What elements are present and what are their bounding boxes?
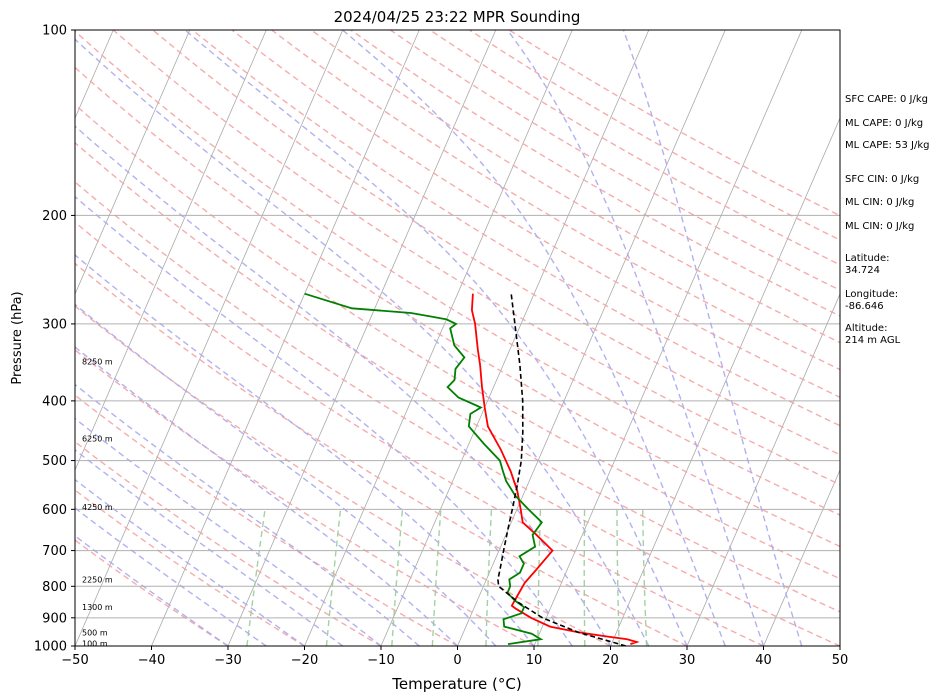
height-label: 500 m [82,628,108,637]
chart-title: 2024/04/25 23:22 MPR Sounding [334,8,581,26]
dry-adiabat-line [152,30,840,456]
temperature-profile-line [470,293,640,645]
y-tick-label: 500 [42,454,67,469]
moist-adiabat-line [75,478,305,646]
isotherm-line [610,117,840,646]
annotation-text: -86.646 [845,301,884,312]
isotherm-line [75,30,344,646]
moist-adiabat-line [75,303,497,646]
annotation-text: 34.724 [845,265,880,276]
x-tick-label: 30 [679,653,696,668]
y-tick-label: 200 [42,209,67,224]
y-tick-label: 600 [42,503,67,518]
y-tick-label: 300 [42,317,67,332]
dry-adiabat-line [75,489,305,646]
x-tick-label: 40 [755,653,772,668]
x-tick-label: −20 [291,653,318,668]
moist-adiabat-line [75,383,420,646]
dry-adiabat-line [310,30,840,344]
dry-adiabat-line [75,440,382,646]
isotherm-line [533,30,803,646]
moist-adiabat-line [75,254,535,646]
annotation-text: 214 m AGL [845,335,901,346]
moist-adiabat-line [75,417,382,646]
x-tick-label: −10 [367,653,394,668]
x-tick-label: −40 [138,653,165,668]
x-tick-label: 20 [602,653,619,668]
x-tick-label: 10 [526,653,543,668]
height-labels: 8250 m 6250 m 4250 m 2250 m 1300 m 500 m 100 m [82,357,113,648]
annotation-text: ML CIN: 0 J/kg [845,221,914,232]
isotherm-line [380,30,650,646]
isotherm-line [151,30,420,646]
annotation-text: ML CIN: 0 J/kg [845,197,914,208]
y-tick-label: 100 [42,24,67,39]
isotherm-line [75,30,191,296]
isotherm-line [686,293,840,646]
isotherm-line [75,30,267,472]
isotherm-line [763,469,840,646]
height-label: 4250 m [82,503,113,512]
moist-adiabat-line [75,38,650,646]
x-tick-label: 50 [832,653,849,668]
annotation-text: SFC CIN: 0 J/kg [845,174,919,185]
series-group [304,292,640,646]
annotation-text: ML CAPE: 0 J/kg [845,118,923,129]
height-label: 1300 m [82,603,113,612]
moist-adiabat-line [506,30,765,646]
x-axis-ticks: −50 −40 −30 −20 −10 0 10 20 30 40 50 [61,646,848,668]
dry-adiabat-line [75,103,840,580]
height-label: 6250 m [82,434,113,443]
y-tick-label: 400 [42,394,67,409]
annotation-text: Altitude: [845,323,887,334]
height-label: 100 m [82,639,108,648]
moist-adiabat-line [75,534,229,646]
y-axis-ticks: 100 200 300 400 500 600 700 800 900 1000 [34,24,75,655]
x-tick-label: −50 [61,653,88,668]
dry-adiabat-line [75,262,688,646]
moist-adiabat-line [75,195,573,646]
dry-adiabat-line [75,305,611,646]
moist-adiabat-line [75,346,458,646]
moist-adiabat-line [184,30,688,646]
dry-adiabat-line [75,30,840,516]
annotation-text: Latitude: [845,253,890,264]
height-label: 2250 m [82,576,113,585]
dry-adiabat-line [75,349,535,646]
moist-adiabat-line [75,449,344,646]
parcel-profile-line [497,293,627,646]
height-label: 8250 m [82,357,113,366]
y-tick-label: 700 [42,544,67,559]
isotherm-line [457,30,726,646]
sounding-annotations: SFC CAPE: 0 J/kg ML CAPE: 0 J/kg ML CAPE: … [845,94,929,346]
x-axis-label: Temperature (°C) [391,675,521,693]
moist-adiabat-line [342,30,726,646]
moist-adiabat-line [75,507,267,646]
dry-adiabat-line [75,394,458,646]
y-axis-label: Pressure (hPa) [10,291,25,384]
dry-adiabat-line [75,66,840,548]
annotation-text: ML CAPE: 53 J/kg [845,140,929,151]
isotherm-line [304,30,573,646]
dry-adiabat-line [191,30,840,427]
pressure-gridlines [75,30,840,646]
isotherm-line [227,30,497,646]
moist-adiabat-line [622,30,803,646]
x-tick-label: 0 [453,653,461,668]
background-lines [75,30,840,646]
y-tick-label: 800 [42,580,67,595]
x-tick-label: −30 [214,653,241,668]
y-tick-label: 900 [42,611,67,626]
annotation-text: SFC CAPE: 0 J/kg [845,94,928,105]
annotation-text: Longitude: [845,289,898,300]
dry-adiabat-line [75,181,840,646]
y-tick-label: 1000 [34,640,67,655]
